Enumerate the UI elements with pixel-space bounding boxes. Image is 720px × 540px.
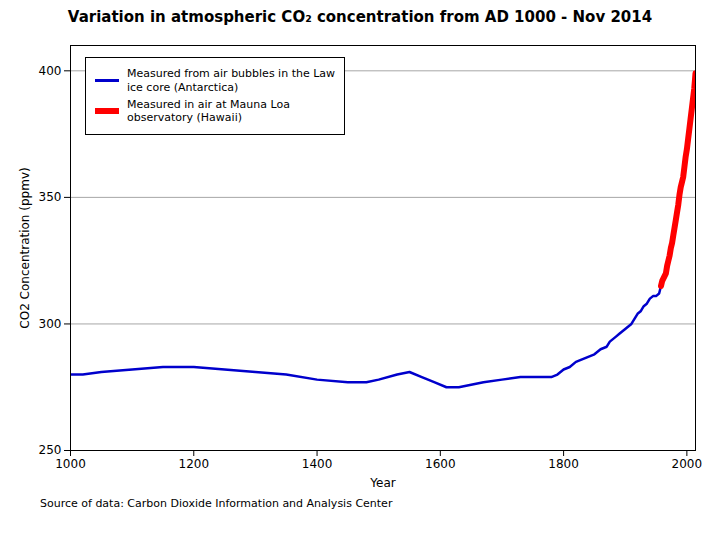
svg-text:400: 400 (39, 64, 62, 78)
html-text:Measured in air at Mauna Loa o: Measured in air at Mauna Loa observatory… (127, 97, 290, 125)
html-text:Measured from air bubbles in t: Measured from air bubbles in the Law ice… (127, 67, 336, 94)
svg-text:1600: 1600 (425, 457, 456, 471)
svg-text:Year: Year (369, 476, 395, 490)
svg-text:1000: 1000 (55, 457, 86, 471)
svg-text:CO2 Concentration (ppmv): CO2 Concentration (ppmv) (18, 167, 32, 328)
html-text:Source of data: Carbon Dioxide: Source of data: Carbon Dioxide Informati… (40, 497, 393, 510)
svg-text:250: 250 (39, 443, 62, 457)
svg-text:350: 350 (39, 190, 62, 204)
svg-text:2000: 2000 (672, 457, 703, 471)
svg-text:1400: 1400 (302, 457, 333, 471)
svg-text:1800: 1800 (548, 457, 579, 471)
svg-text:300: 300 (39, 317, 62, 331)
svg-text:1200: 1200 (179, 457, 210, 471)
html-text:Variation in atmospheric CO₂ c: Variation in atmospheric CO₂ concentrati… (67, 8, 653, 26)
